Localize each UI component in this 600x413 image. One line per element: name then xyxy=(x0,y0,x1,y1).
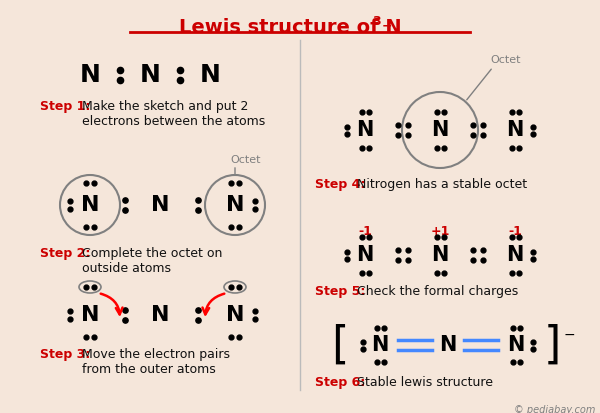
Text: Make the sketch and put 2
electrons between the atoms: Make the sketch and put 2 electrons betw… xyxy=(82,100,265,128)
Text: Move the electron pairs
from the outer atoms: Move the electron pairs from the outer a… xyxy=(82,348,230,376)
Text: N: N xyxy=(151,305,169,325)
Text: Stable lewis structure: Stable lewis structure xyxy=(357,376,493,389)
Text: N: N xyxy=(226,305,244,325)
Text: N: N xyxy=(356,120,374,140)
Text: -1: -1 xyxy=(358,225,372,238)
Text: Lewis structure of N: Lewis structure of N xyxy=(179,18,401,37)
Text: +1: +1 xyxy=(430,225,449,238)
Text: N: N xyxy=(81,195,99,215)
Text: N: N xyxy=(151,195,169,215)
Text: N: N xyxy=(371,335,389,355)
Text: N: N xyxy=(80,63,100,87)
Text: 3: 3 xyxy=(372,15,380,28)
Text: N: N xyxy=(356,245,374,265)
Text: -1: -1 xyxy=(508,225,522,238)
Text: N: N xyxy=(200,63,220,87)
Text: N: N xyxy=(431,245,449,265)
Text: © pediabay.com: © pediabay.com xyxy=(514,405,595,413)
Text: Check the formal charges: Check the formal charges xyxy=(357,285,518,298)
Text: N: N xyxy=(508,335,524,355)
Text: N: N xyxy=(81,305,99,325)
FancyArrowPatch shape xyxy=(202,294,224,314)
Text: Step 3:: Step 3: xyxy=(40,348,90,361)
Text: Step 1:: Step 1: xyxy=(40,100,91,113)
Text: Octet: Octet xyxy=(490,55,521,65)
Text: Step 5:: Step 5: xyxy=(315,285,365,298)
Text: N: N xyxy=(506,245,524,265)
Text: Step 2:: Step 2: xyxy=(40,247,91,260)
Text: N: N xyxy=(506,120,524,140)
Text: −: − xyxy=(382,20,392,33)
Text: N: N xyxy=(226,195,244,215)
Text: Step 4:: Step 4: xyxy=(315,178,365,191)
Text: [: [ xyxy=(331,323,349,366)
Text: N: N xyxy=(439,335,457,355)
FancyArrowPatch shape xyxy=(101,294,122,314)
Text: Octet: Octet xyxy=(230,155,260,165)
Text: ]: ] xyxy=(544,323,560,366)
Text: Complete the octet on
outside atoms: Complete the octet on outside atoms xyxy=(82,247,223,275)
Text: N: N xyxy=(140,63,160,87)
Text: Step 6:: Step 6: xyxy=(315,376,365,389)
Text: N: N xyxy=(431,120,449,140)
Text: Nitrogen has a stable octet: Nitrogen has a stable octet xyxy=(357,178,527,191)
Text: −: − xyxy=(564,328,575,342)
